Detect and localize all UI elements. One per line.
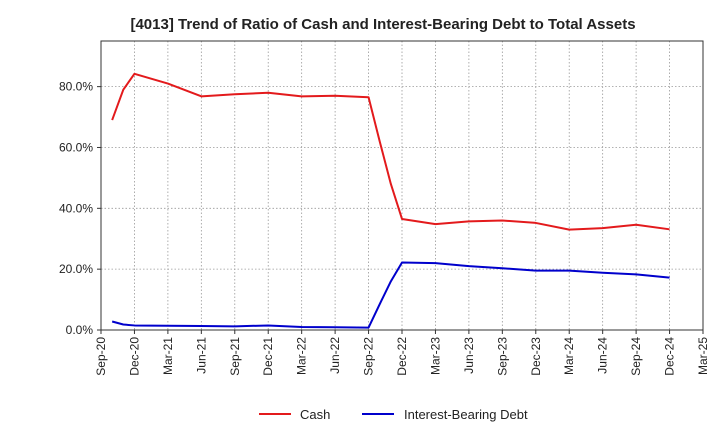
series-line-cash (111, 72, 670, 231)
x-tick-label: Jun-24 (596, 337, 610, 374)
x-tick-label: Mar-25 (696, 337, 710, 375)
x-tick-label: Jun-21 (194, 337, 208, 374)
x-tick-label: Dec-24 (663, 337, 677, 376)
legend-label-cash: Cash (300, 407, 330, 422)
legend-label-interest-bearing-debt: Interest-Bearing Debt (404, 407, 528, 422)
x-tick-label: Mar-24 (562, 337, 576, 375)
axis-layer: 0.0% 20.0% 40.0% 60.0% 80.0% Sep-20 Dec-20 Mar-… (59, 40, 710, 376)
x-tick-label: Jun-23 (462, 337, 476, 374)
x-tick-label: Sep-22 (362, 337, 376, 376)
y-tick-label: 40.0% (59, 201, 93, 215)
x-tick-label: Sep-24 (629, 337, 643, 376)
legend: Cash Interest-Bearing Debt (259, 407, 528, 422)
x-tick-label: Dec-20 (127, 337, 141, 376)
series-line-interest-bearing-debt (111, 261, 670, 329)
y-tick-label: 20.0% (59, 262, 93, 276)
plot-frame (100, 40, 704, 331)
x-tick-label: Sep-23 (495, 337, 509, 376)
x-tick-label: Mar-21 (161, 337, 175, 375)
x-tick-label: Dec-23 (529, 337, 543, 376)
y-tick-label: 80.0% (59, 80, 93, 94)
x-tick-label: Dec-21 (261, 337, 275, 376)
grid-layer (101, 41, 703, 330)
series-layer (111, 72, 670, 329)
x-tick-label: Jun-22 (328, 337, 342, 374)
chart-title: [4013] Trend of Ratio of Cash and Intere… (130, 16, 635, 33)
y-tick-label: 60.0% (59, 140, 93, 154)
x-tick-label: Sep-20 (94, 337, 108, 376)
x-tick-label: Mar-22 (295, 337, 309, 375)
x-tick-label: Sep-21 (228, 337, 242, 376)
x-tick-label: Mar-23 (428, 337, 442, 375)
y-tick-label: 0.0% (66, 323, 94, 337)
x-tick-label: Dec-22 (395, 337, 409, 376)
